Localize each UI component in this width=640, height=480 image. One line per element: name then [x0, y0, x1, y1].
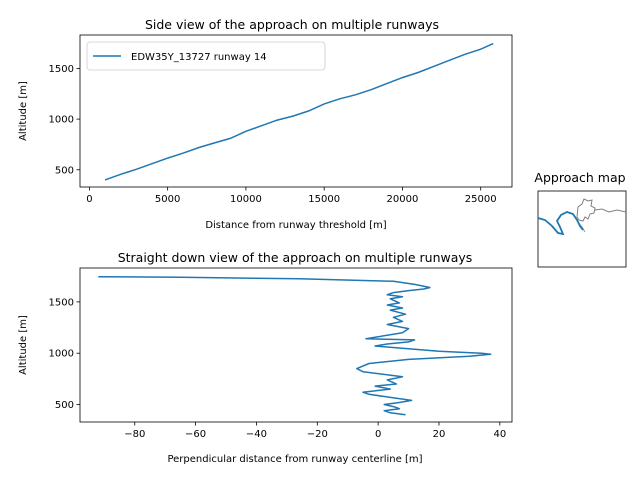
x-tick-label: 20000: [387, 194, 419, 205]
side-view-plot-area: [79, 34, 513, 188]
straight-down-view-y-ticks: 500 1000 1500: [49, 297, 80, 411]
y-tick-label: 500: [55, 165, 74, 176]
x-tick-label: 0: [86, 194, 92, 205]
side-view-x-ticks: 0 5000 10000 15000 20000 25000: [86, 187, 497, 205]
x-tick-label: 10000: [230, 194, 262, 205]
x-tick-label: 0: [375, 429, 381, 440]
side-view-chart: 0 5000 10000 15000 20000 25000 500 1000 1500 Si…: [18, 17, 513, 231]
x-tick-label: 15000: [308, 194, 340, 205]
approach-track-path: [537, 211, 584, 236]
straight-down-view-y-label: Altitude [m]: [18, 315, 29, 375]
side-view-y-ticks: 500 1000 1500: [49, 64, 80, 176]
approach-map-title: Approach map: [534, 170, 625, 185]
straight-down-view-plot-area: [79, 267, 513, 423]
legend-entry-label: EDW35Y_13727 runway 14: [131, 52, 267, 63]
x-tick-label: 5000: [155, 194, 180, 205]
side-view-x-label: Distance from runway threshold [m]: [205, 220, 386, 231]
straight-down-series-line: [98, 275, 492, 416]
series-line-edw35y-13727: [104, 42, 494, 181]
side-view-title: Side view of the approach on multiple ru…: [145, 17, 439, 32]
coastline-shape: [576, 198, 596, 222]
straight-down-view-x-label: Perpendicular distance from runway cente…: [167, 454, 422, 465]
y-tick-label: 1500: [49, 64, 74, 75]
x-tick-label: −20: [307, 429, 328, 440]
straight-down-view-title: Straight down view of the approach on mu…: [118, 250, 473, 265]
side-view-y-label: Altitude [m]: [18, 81, 29, 141]
x-tick-label: −60: [185, 429, 206, 440]
straight-down-view-x-ticks: −80 −60 −40 −20 0 20 40: [124, 422, 506, 440]
coastline-edge: [594, 208, 627, 213]
x-tick-label: 20: [433, 429, 446, 440]
x-tick-label: −40: [246, 429, 267, 440]
y-tick-label: 1500: [49, 297, 74, 308]
legend-box: [86, 41, 326, 71]
approach-map: Approach map: [534, 170, 627, 268]
y-tick-label: 1000: [49, 115, 74, 126]
straight-down-view-chart: −80 −60 −40 −20 0 20 40 500 1000 1500 Straight d…: [18, 250, 513, 465]
x-tick-label: 25000: [465, 194, 497, 205]
x-tick-label: 40: [493, 429, 506, 440]
y-tick-label: 1000: [49, 349, 74, 360]
legend: EDW35Y_13727 runway 14: [86, 41, 326, 71]
y-tick-label: 500: [55, 400, 74, 411]
x-tick-label: −80: [124, 429, 145, 440]
